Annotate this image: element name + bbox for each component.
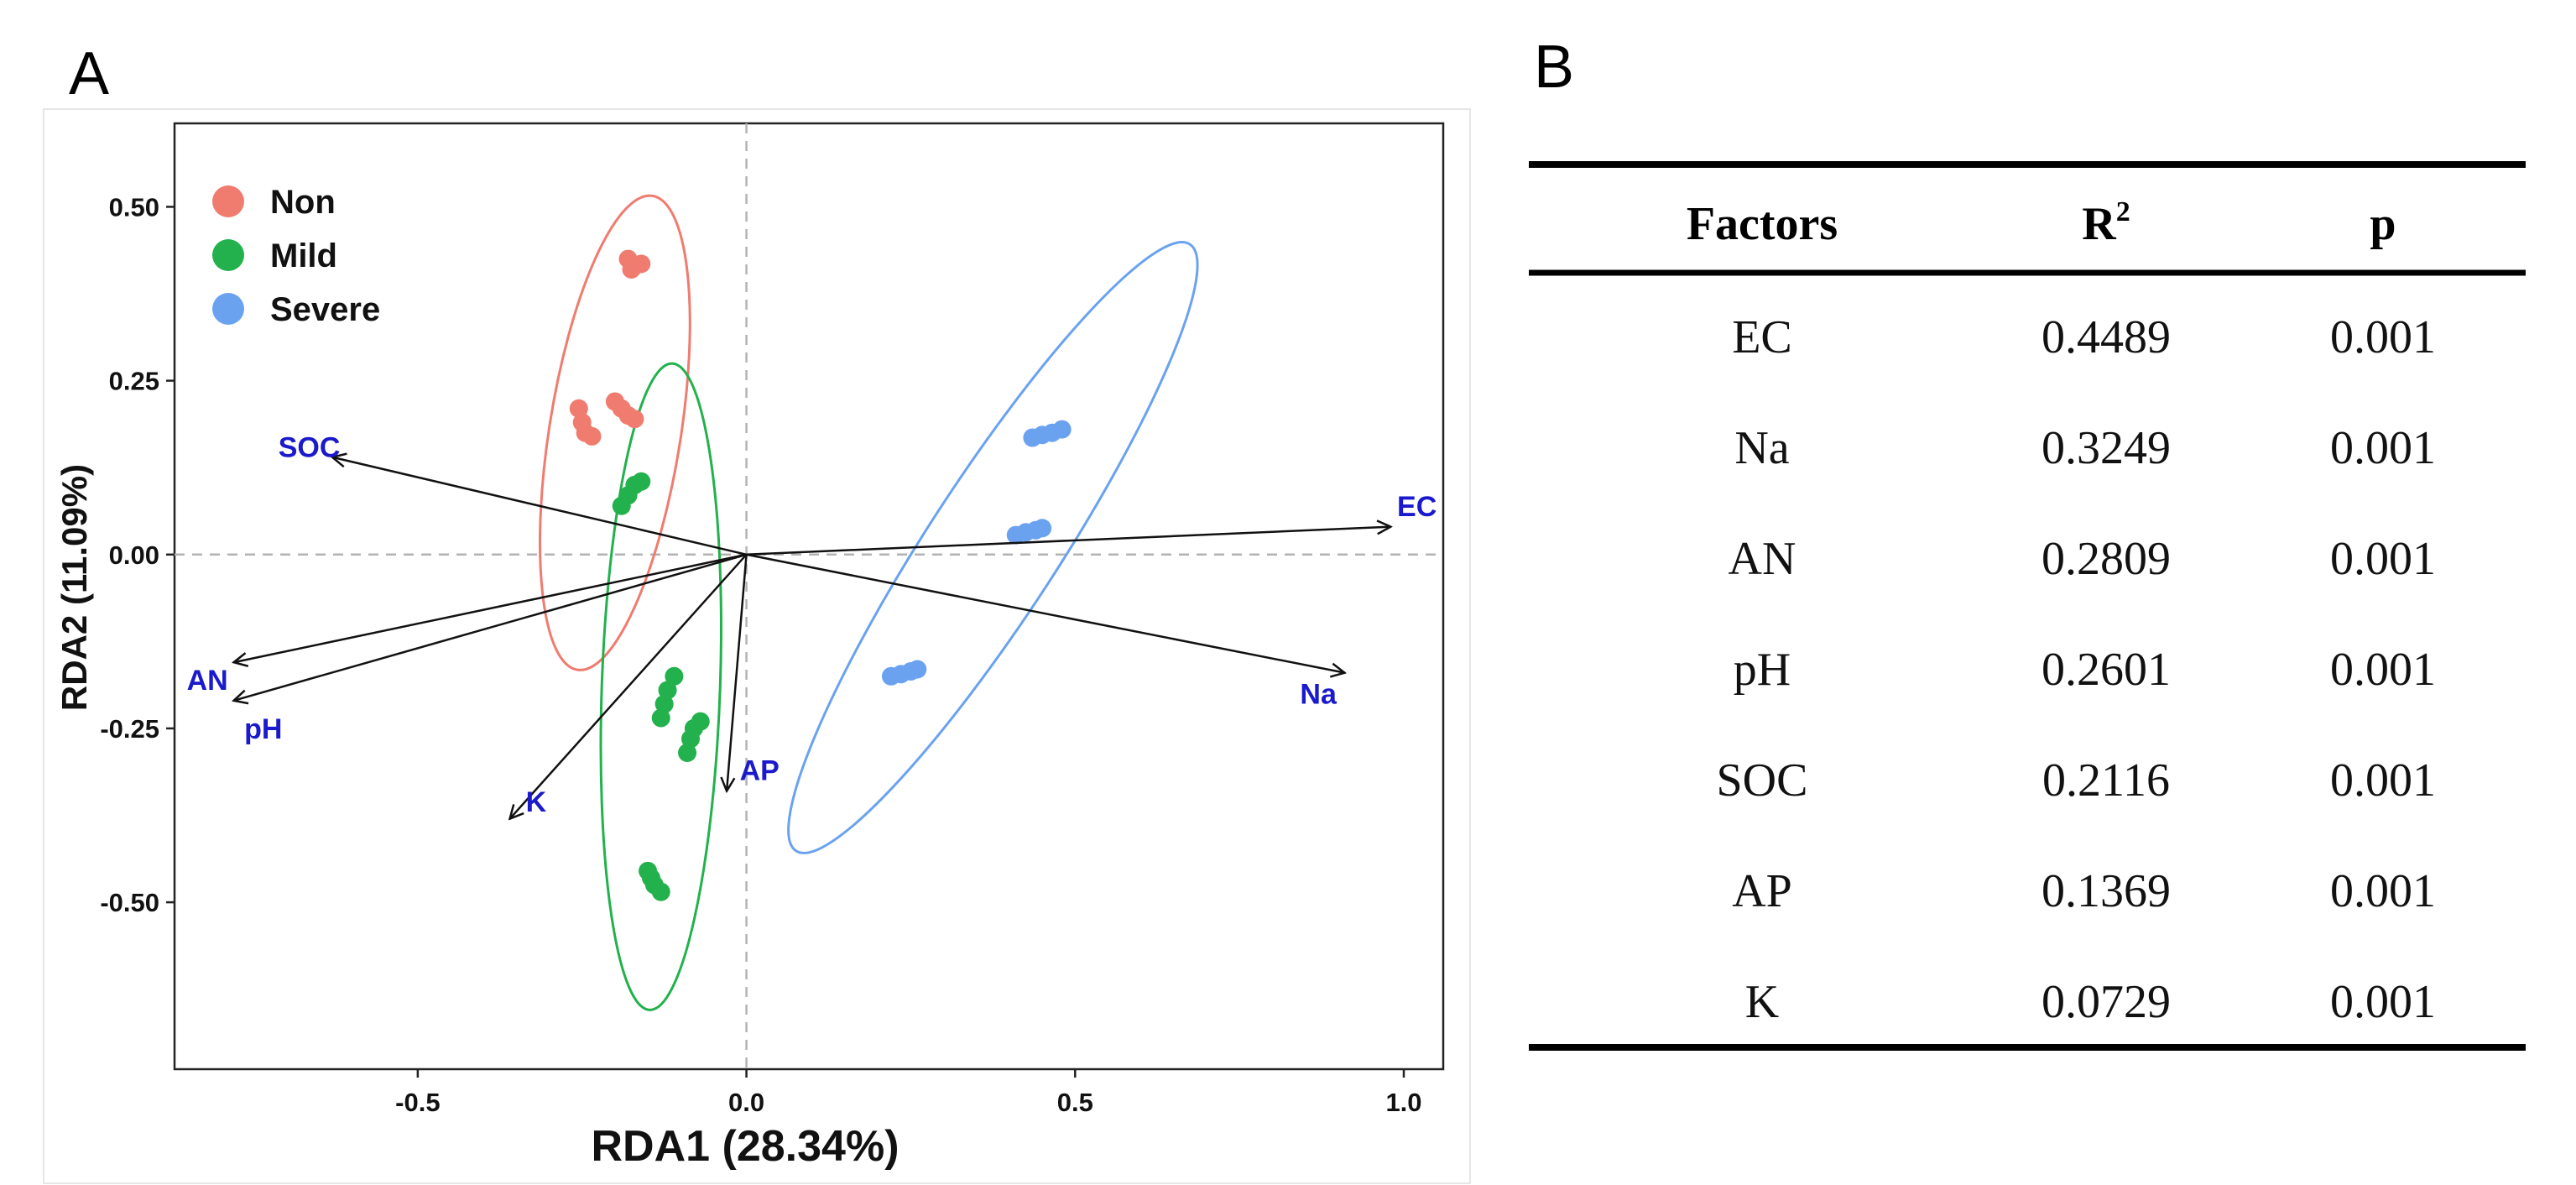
vector-arrow-ph [234, 553, 747, 701]
plot-area [173, 122, 1445, 1071]
legend-swatch-non [212, 185, 244, 217]
table-row: AP 0.1369 0.001 [1732, 865, 2436, 917]
table-row: SOC 0.2116 0.001 [1717, 754, 2436, 807]
vector-label-na: Na [1300, 679, 1338, 711]
vector-label-k: K [526, 786, 547, 818]
table-cell: 0.001 [2330, 533, 2436, 585]
point-mild [654, 694, 674, 713]
panel-b-label: B [1534, 34, 1574, 101]
factors-table: Factors R2 p EC 0.4489 0.001 Na 0.3249 0.001 AN 0.… [1529, 161, 2526, 1051]
vector-arrow-ec [746, 527, 1391, 556]
point-mild [658, 681, 677, 700]
x-tick-label: 0.0 [728, 1088, 764, 1117]
table-cell: 0.1369 [2042, 865, 2171, 917]
legend-swatch-severe [212, 293, 244, 325]
r2-superscript: 2 [2116, 196, 2130, 227]
table-cell: pH [1734, 644, 1791, 696]
table-cell: AP [1732, 865, 1792, 917]
table-row: K 0.0729 0.001 [1745, 976, 2436, 1028]
y-axis-ticks: -0.50 -0.25 0.00 0.25 0.50 [100, 192, 175, 917]
ellipse-severe [787, 241, 1199, 854]
point-non [625, 410, 644, 429]
plot-frame [43, 108, 1471, 1184]
table-cell: 0.001 [2330, 976, 2436, 1028]
x-tick-label: -0.5 [395, 1088, 440, 1117]
table-cell: 0.2116 [2042, 754, 2170, 807]
vector-arrow-ap [727, 554, 748, 791]
legend-label-severe: Severe [270, 291, 380, 328]
x-tick-label: 0.5 [1057, 1088, 1093, 1117]
y-tick-label: -0.25 [100, 714, 159, 744]
legend-label-non: Non [270, 184, 336, 221]
confidence-ellipses [539, 194, 1199, 1011]
x-axis-ticks: -0.5 0.0 0.5 1.0 [395, 1069, 1422, 1117]
table-row: EC 0.4489 0.001 [1732, 311, 2436, 363]
x-axis-title: RDA1 (28.34%) [591, 1122, 899, 1171]
point-non [582, 426, 602, 446]
point-severe [1052, 420, 1072, 439]
vector-label-ec: EC [1397, 491, 1437, 523]
point-non [569, 399, 588, 418]
table-row: pH 0.2601 0.001 [1734, 644, 2436, 696]
point-mild [691, 712, 710, 731]
y-axis-title: RDA2 (11.09%) [55, 464, 94, 711]
reference-lines [175, 123, 1443, 1069]
vector-label-ap: AP [740, 755, 780, 787]
legend-label-mild: Mild [270, 238, 337, 274]
legend: Non Mild Severe [212, 184, 380, 328]
point-mild [678, 743, 697, 762]
y-tick-label: 0.25 [109, 367, 159, 396]
table-cell: 0.001 [2330, 754, 2436, 807]
point-mild [651, 708, 670, 728]
table-cell: AN [1729, 533, 1796, 585]
point-mild [632, 472, 651, 491]
y-tick-label: -0.50 [100, 888, 159, 917]
ellipse-non [539, 194, 691, 671]
table-cell: 0.0729 [2042, 976, 2171, 1028]
table-cell: SOC [1717, 754, 1808, 807]
legend-swatch-mild [212, 239, 244, 271]
table-row: AN 0.2809 0.001 [1729, 533, 2436, 585]
table-cell: 0.001 [2330, 644, 2436, 696]
vector-arrow-an [234, 553, 747, 662]
table-header-p: p [2370, 198, 2396, 250]
table-header-r2: R2 [2082, 196, 2130, 250]
panel-a-label: A [69, 40, 109, 107]
table-cell: 0.2809 [2042, 533, 2171, 585]
vector-label-an: AN [187, 665, 228, 697]
table-cell: 0.2601 [2042, 644, 2171, 696]
point-mild [651, 882, 670, 901]
point-mild [665, 666, 684, 686]
sample-points [569, 249, 1072, 901]
vector-label-ph: pH [244, 713, 282, 745]
table-cell: 0.001 [2330, 422, 2436, 474]
table-cell: EC [1732, 311, 1792, 363]
y-tick-label: 0.50 [109, 192, 159, 222]
vector-label-soc: SOC [279, 431, 341, 463]
table-header-factors: Factors [1687, 198, 1838, 250]
table-row: Na 0.3249 0.001 [1734, 422, 2436, 474]
table-cell: 0.3249 [2042, 422, 2171, 474]
y-tick-label: 0.00 [109, 540, 159, 570]
table-cell: 0.4489 [2042, 311, 2171, 363]
x-tick-label: 1.0 [1385, 1088, 1421, 1117]
environmental-vectors: SOC EC AN pH Na K AP [187, 431, 1437, 818]
point-severe [1033, 519, 1052, 538]
ellipse-mild [599, 362, 722, 1011]
vector-arrow-soc [332, 457, 747, 556]
table-cell: K [1745, 976, 1779, 1028]
table-cell: 0.001 [2330, 311, 2436, 363]
point-severe [908, 660, 927, 679]
point-non [622, 260, 641, 279]
vector-arrow-na [746, 553, 1345, 673]
vector-arrow-k [510, 553, 748, 819]
table-cell: Na [1734, 422, 1789, 474]
table-cell: 0.001 [2330, 865, 2436, 917]
